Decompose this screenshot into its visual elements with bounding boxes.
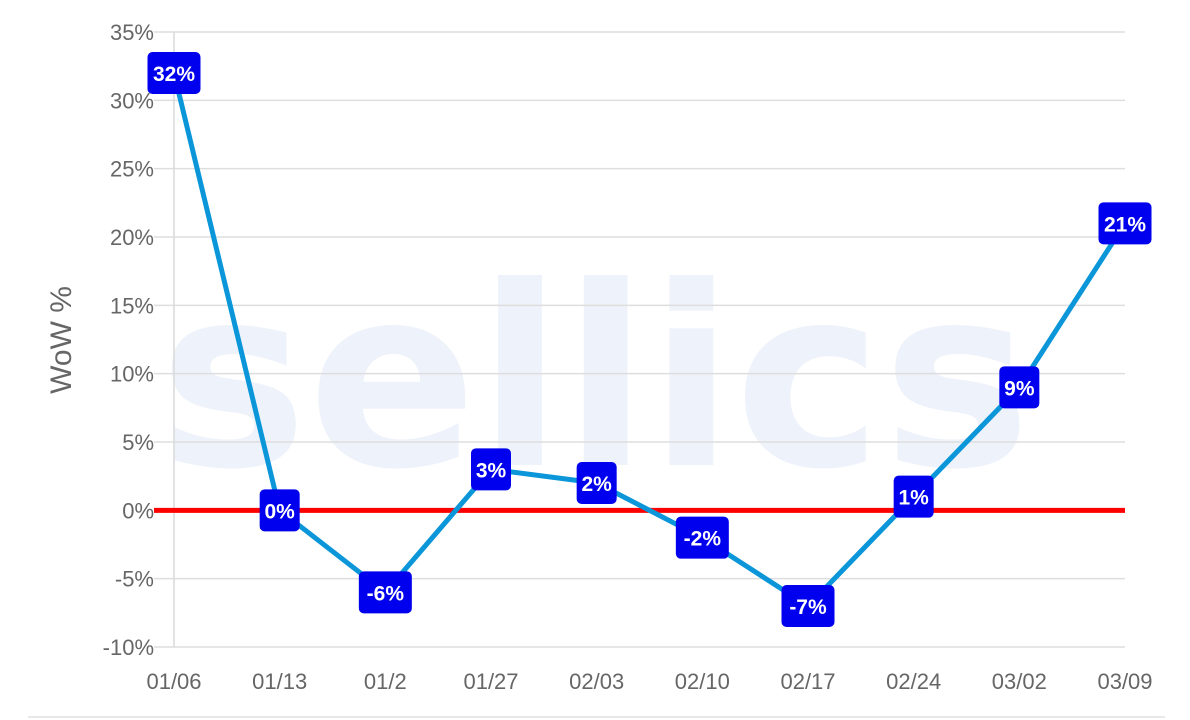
data-label-box [259, 489, 300, 532]
x-tick-label: 03/02 [992, 669, 1047, 694]
data-label-box [675, 516, 729, 559]
data-point: 2% [576, 462, 617, 504]
data-label: 3% [476, 459, 507, 482]
y-tick-label: 0% [122, 498, 154, 523]
x-tick-label: 02/03 [569, 669, 624, 694]
data-label: 1% [898, 487, 929, 510]
y-tick-labels: 35% 30% 25% 20% 15% 10% 5% 0% -5% -10% [103, 20, 154, 660]
y-tick-label: -10% [103, 635, 154, 660]
x-tick-labels: 01/06 01/13 01/2 01/27 02/03 02/10 02/17 02/24 0… [146, 669, 1152, 694]
y-tick-label: 25% [110, 157, 154, 182]
data-label: 0% [264, 500, 295, 523]
data-point: -2% [675, 516, 729, 559]
series-line [171, 72, 1128, 609]
data-point: 0% [259, 489, 300, 532]
data-label-box [576, 462, 617, 504]
data-point: -7% [781, 585, 835, 627]
data-label: 32% [153, 63, 195, 86]
data-label: 9% [1004, 377, 1035, 400]
x-tick-label: 01/27 [463, 669, 518, 694]
data-points: 32% 0% -6% 3% 2% -2% -7% 1% 9% 21% [147, 52, 1152, 627]
data-point: 21% [1098, 202, 1152, 245]
data-label-box [999, 366, 1040, 409]
data-label-box [147, 52, 201, 94]
data-label: 2% [581, 473, 612, 496]
x-tick-label: 01/06 [146, 669, 201, 694]
data-label-box [893, 475, 934, 518]
x-tick-label: 01/13 [252, 669, 307, 694]
data-point: 1% [893, 475, 934, 518]
data-point: 3% [471, 448, 511, 491]
data-label: -7% [789, 596, 827, 619]
x-tick-label: 03/09 [1097, 669, 1152, 694]
x-tick-label: 02/24 [886, 669, 941, 694]
data-label-box [471, 448, 511, 491]
data-point: -6% [358, 571, 412, 614]
data-label-box [781, 585, 835, 627]
x-tick-label: 01/2 [364, 669, 407, 694]
y-axis-label: WoW % [45, 286, 78, 394]
y-tick-label: 5% [122, 430, 154, 455]
y-tick-label: -5% [115, 567, 154, 592]
data-label-box [358, 571, 412, 614]
y-tick-label: 30% [110, 88, 154, 113]
y-tick-label: 10% [110, 362, 154, 387]
y-tick-label: 20% [110, 225, 154, 250]
data-label-box [1098, 202, 1152, 245]
y-tick-label: 15% [110, 293, 154, 318]
data-label: -2% [684, 528, 722, 551]
data-point: 32% [147, 52, 201, 94]
data-label: 21% [1104, 213, 1146, 236]
x-tick-label: 02/17 [780, 669, 835, 694]
x-tick-label: 02/10 [675, 669, 730, 694]
data-label: -6% [367, 582, 405, 605]
y-tick-label: 35% [110, 20, 154, 45]
data-point: 9% [999, 366, 1040, 409]
